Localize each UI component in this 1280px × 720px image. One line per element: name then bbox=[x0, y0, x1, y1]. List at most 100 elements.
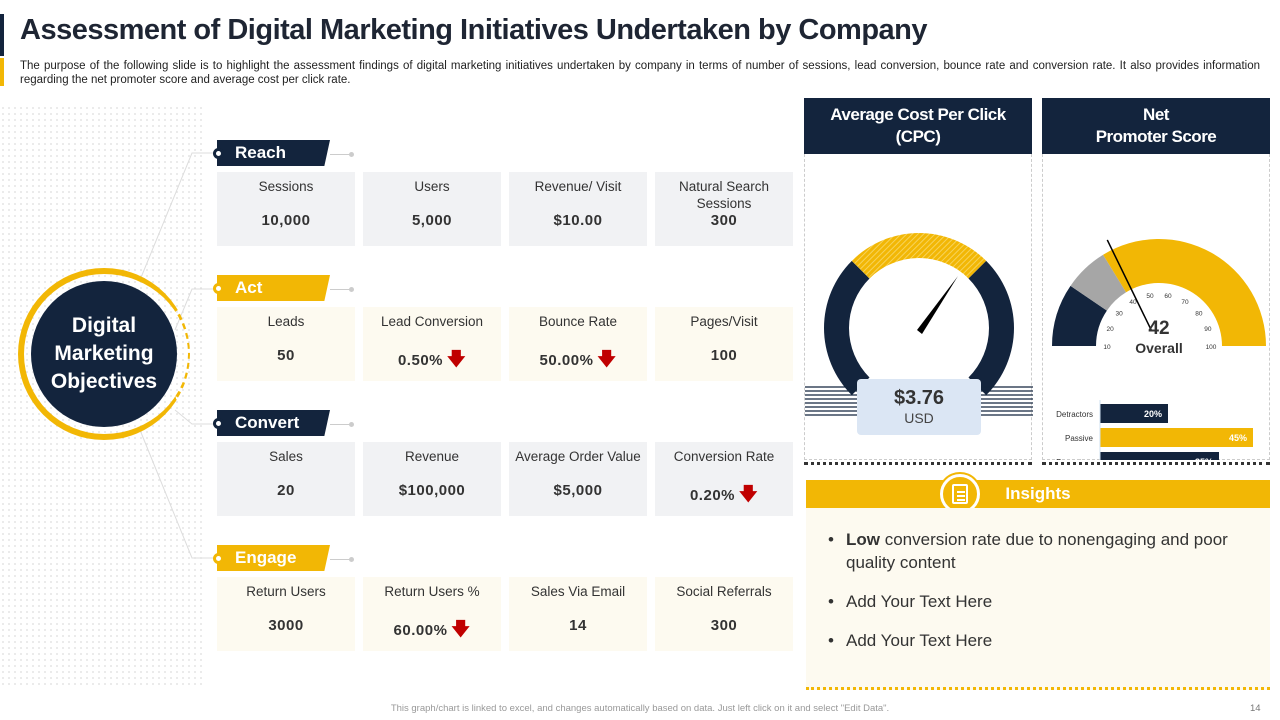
metric-label: Sales bbox=[269, 449, 303, 464]
tag-end-dot bbox=[349, 422, 354, 427]
footer-note: This graph/chart is linked to excel, and… bbox=[390, 703, 890, 714]
gauge-needle bbox=[917, 276, 958, 334]
metric-value: $5,000 bbox=[553, 482, 603, 499]
nps-score-label: Overall bbox=[1135, 340, 1183, 356]
insight-text: conversion rate due to nonengaging and p… bbox=[846, 530, 1228, 572]
metric-label: Leads bbox=[267, 314, 305, 329]
gauge-tick-label: 80 bbox=[1195, 311, 1203, 318]
metric-value: 20 bbox=[277, 482, 295, 499]
cpc-gauge bbox=[805, 233, 1033, 416]
metric-label: Sales Via Email bbox=[530, 584, 626, 599]
gauge-segment-high bbox=[968, 260, 1014, 396]
metric-card: Return Users % 60.00% 🡇 bbox=[363, 577, 501, 651]
nps-title: Promoter Score bbox=[1095, 127, 1217, 146]
metric-value: 300 bbox=[710, 212, 738, 229]
metric-card: Social Referrals 300 bbox=[655, 577, 793, 651]
insight-item: Add Your Text Here bbox=[828, 629, 1250, 652]
insights-body: Low conversion rate due to nonengaging a… bbox=[806, 508, 1270, 690]
metric-card: Revenue/ Visit $10.00 bbox=[509, 172, 647, 246]
nps-header: Net Promoter Score bbox=[1042, 98, 1270, 154]
nps-bar-passive bbox=[1100, 428, 1253, 447]
metric-card: Revenue $100,000 bbox=[363, 442, 501, 516]
section-label: Reach bbox=[235, 143, 287, 162]
metric-label: Revenue bbox=[404, 449, 460, 464]
metric-label: Lead Conversion bbox=[380, 314, 484, 329]
metric-label: Bounce Rate bbox=[538, 314, 618, 329]
down-arrow-icon: 🡇 bbox=[597, 349, 617, 369]
gauge-tick-label: 70 bbox=[1181, 299, 1189, 306]
nps-score: 42 bbox=[1148, 318, 1170, 339]
description-accent-bar bbox=[0, 58, 4, 86]
section-label: Convert bbox=[235, 413, 300, 432]
nps-bar-promoters bbox=[1100, 452, 1219, 460]
divider bbox=[804, 462, 1032, 465]
metric-value: 50 bbox=[277, 347, 295, 364]
section-tag-act: Act bbox=[217, 275, 330, 301]
metric-label: Return Users % bbox=[384, 584, 480, 599]
gauge-tick-label: 60 bbox=[1164, 293, 1172, 300]
nps-bar-value: 45% bbox=[1229, 433, 1247, 443]
metric-label: Users bbox=[414, 179, 450, 194]
metric-value: 10,000 bbox=[261, 212, 311, 229]
insights-header: Insights bbox=[806, 480, 1270, 508]
gauge-promoters bbox=[1103, 239, 1266, 346]
gauge-tick-label: 30 bbox=[1116, 311, 1124, 318]
objectives-ring bbox=[18, 268, 190, 440]
section-label: Engage bbox=[235, 548, 297, 567]
metric-value: 0.20% bbox=[689, 487, 736, 504]
metric-value: 0.50% bbox=[397, 352, 444, 369]
metric-card: Conversion Rate 0.20% 🡇 bbox=[655, 442, 793, 516]
cpc-value: $3.76 bbox=[893, 387, 945, 409]
nps-bar-name: Detractors bbox=[1056, 410, 1093, 419]
metric-value: 50.00% bbox=[539, 352, 594, 369]
description: The purpose of the following slide is to… bbox=[20, 60, 1260, 86]
center-line: Marketing bbox=[54, 342, 154, 365]
metric-label: Pages/Visit bbox=[690, 314, 758, 329]
tag-line bbox=[330, 154, 352, 155]
cpc-title: Average Cost Per Click bbox=[830, 105, 1006, 124]
section-tag-convert: Convert bbox=[217, 410, 330, 436]
gauge-passive bbox=[1070, 254, 1127, 311]
metric-card: Average Order Value $5,000 bbox=[509, 442, 647, 516]
metric-label: Revenue/ Visit bbox=[534, 179, 622, 194]
tag-end-dot bbox=[349, 152, 354, 157]
down-arrow-icon: 🡇 bbox=[447, 349, 467, 369]
metric-value: 3000 bbox=[268, 617, 304, 634]
section-label: Act bbox=[235, 278, 263, 297]
metric-card: Lead Conversion 0.50% 🡇 bbox=[363, 307, 501, 381]
nps-panel: Net Promoter Score 10 20 30 40 50 60 70 80 90 100 D… bbox=[1042, 98, 1270, 465]
metric-label: Conversion Rate bbox=[673, 449, 775, 464]
page-title: Assessment of Digital Marketing Initiati… bbox=[20, 14, 928, 46]
objectives-circle: Digital Marketing Objectives bbox=[31, 281, 177, 427]
gauge-detractors bbox=[1052, 285, 1107, 346]
gauge-segment-mid bbox=[851, 233, 987, 279]
down-arrow-icon: 🡇 bbox=[451, 619, 471, 639]
nps-bar-detractors bbox=[1100, 404, 1168, 423]
metric-card: Sales 20 bbox=[217, 442, 355, 516]
tag-end-dot bbox=[349, 287, 354, 292]
nps-bar-name: Passive bbox=[1065, 434, 1094, 443]
cpc-panel: Average Cost Per Click (CPC) $3.76 USD bbox=[804, 98, 1033, 465]
insight-text: Add Your Text Here bbox=[846, 631, 993, 650]
tag-dot bbox=[213, 148, 224, 159]
metric-label: Sessions bbox=[258, 179, 314, 194]
nps-gauge: 10 20 30 40 50 60 70 80 90 100 Detractors 20% Passiv… bbox=[1052, 239, 1266, 460]
metric-card: Users 5,000 bbox=[363, 172, 501, 246]
cpc-title: (CPC) bbox=[895, 127, 941, 146]
tag-end-dot bbox=[349, 557, 354, 562]
metric-value: 300 bbox=[710, 617, 738, 634]
gauge-tick-label: 100 bbox=[1206, 344, 1217, 351]
title-accent-bar bbox=[0, 14, 4, 56]
cpc-unit: USD bbox=[904, 410, 934, 426]
nps-bar-name: Promoters bbox=[1056, 458, 1093, 460]
nps-body: 10 20 30 40 50 60 70 80 90 100 Detractors 20% Passiv… bbox=[1042, 154, 1270, 460]
metric-label: Average Order Value bbox=[515, 449, 641, 464]
nps-bar-value: 35% bbox=[1195, 457, 1213, 460]
insights-title: Insights bbox=[1005, 484, 1071, 503]
tag-dot bbox=[213, 283, 224, 294]
gauge-tick-label: 40 bbox=[1129, 299, 1137, 306]
tag-line bbox=[330, 289, 352, 290]
divider bbox=[1042, 462, 1270, 465]
metric-value: 14 bbox=[569, 617, 587, 634]
center-line: Objectives bbox=[50, 370, 158, 393]
